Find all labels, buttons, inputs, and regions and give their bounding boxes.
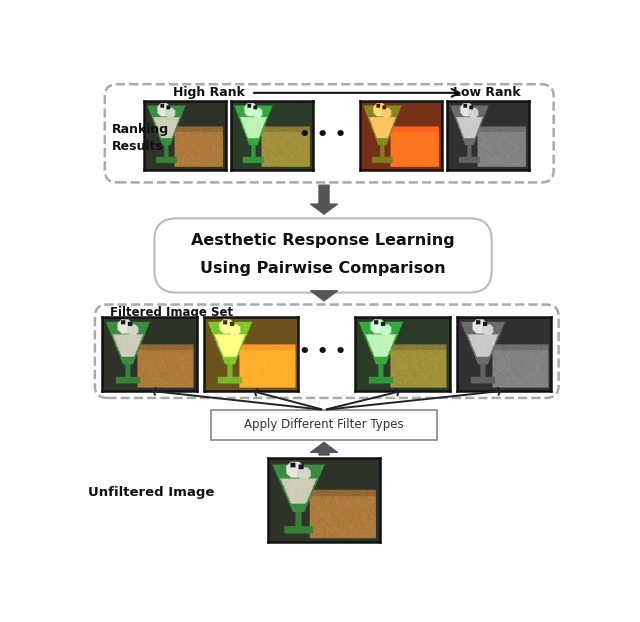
Text: Aesthetic Response Learning: Aesthetic Response Learning: [191, 233, 455, 248]
Text: Ranking
Results: Ranking Results: [112, 123, 170, 153]
Text: Low Rank: Low Rank: [453, 86, 520, 100]
FancyBboxPatch shape: [154, 218, 492, 292]
Bar: [211, 410, 437, 440]
Text: • • •: • • •: [300, 343, 347, 361]
Text: • • •: • • •: [300, 126, 347, 144]
Text: Filtered Image Set: Filtered Image Set: [110, 306, 233, 319]
Text: Using Pairwise Comparison: Using Pairwise Comparison: [200, 261, 446, 276]
Text: High Rank: High Rank: [173, 86, 245, 100]
Text: Apply Different Filter Types: Apply Different Filter Types: [244, 418, 404, 431]
Text: Unfiltered Image: Unfiltered Image: [88, 486, 214, 499]
